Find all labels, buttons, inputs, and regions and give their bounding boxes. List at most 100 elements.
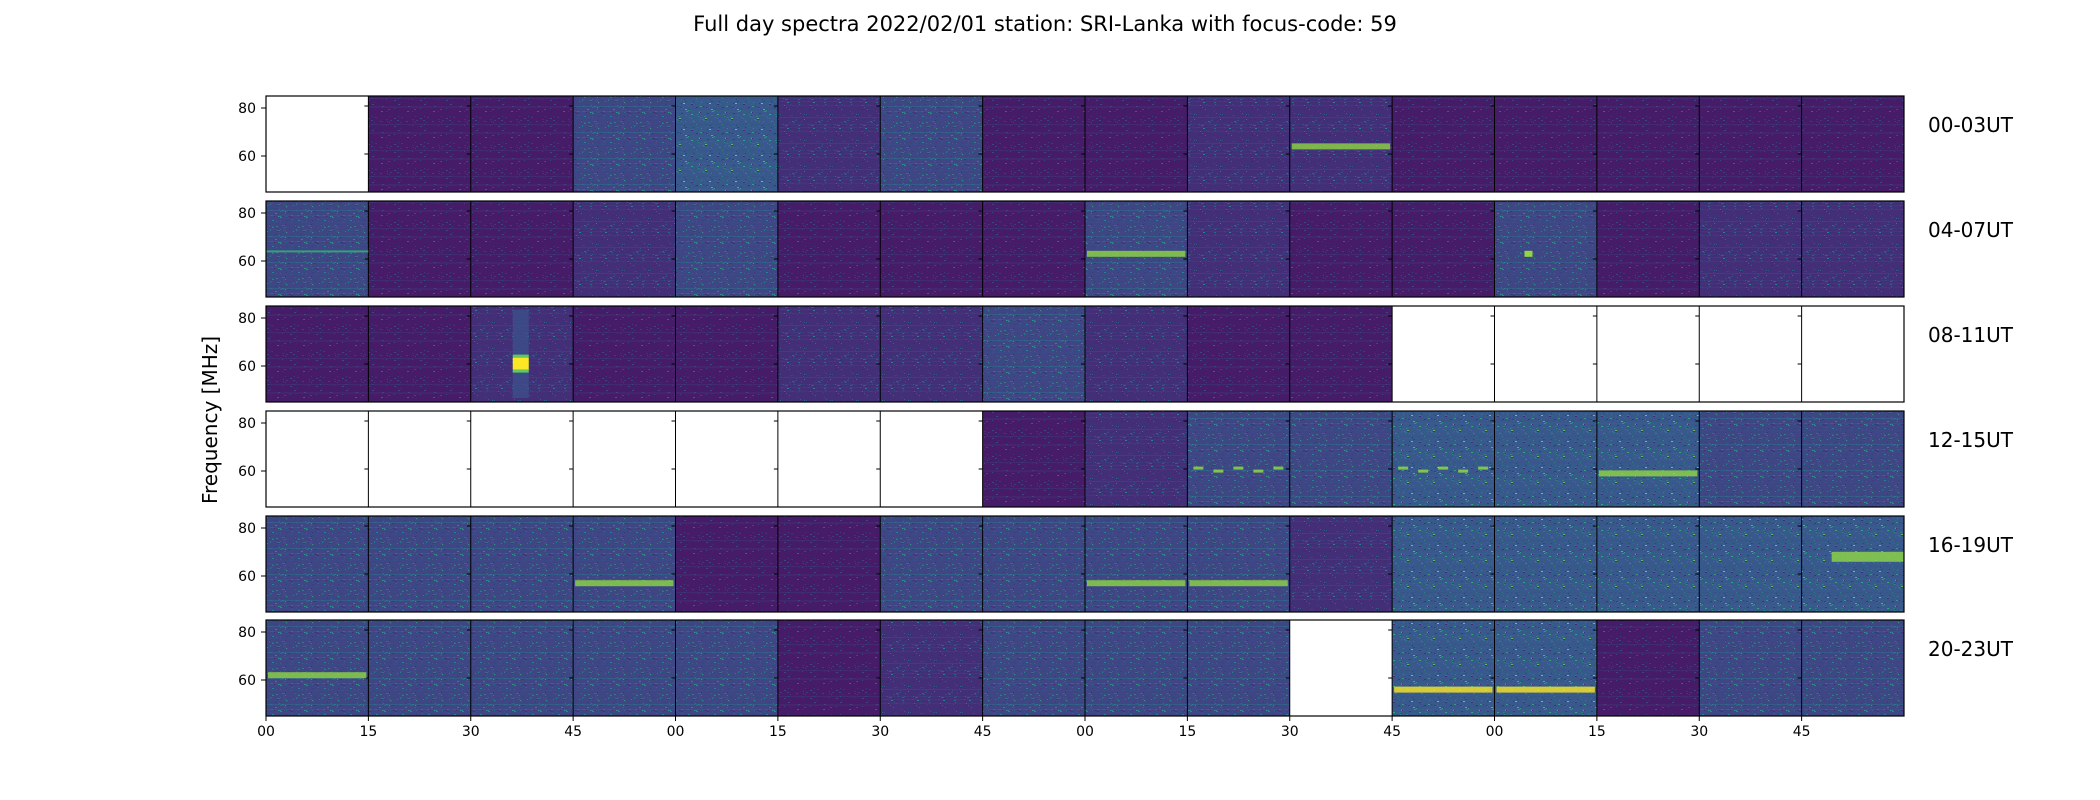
spectral-feature bbox=[1496, 686, 1595, 693]
y-tick-label: 80 bbox=[238, 521, 256, 537]
spectrum-panel bbox=[671, 96, 778, 192]
row-label: 04-07UT bbox=[1928, 218, 2014, 242]
spectrum-panel bbox=[569, 620, 676, 716]
spectrum-panel bbox=[1388, 411, 1495, 507]
spectral-feature bbox=[1087, 250, 1186, 257]
spectrum-panel bbox=[1388, 306, 1495, 402]
spectrum-panel bbox=[1183, 96, 1290, 192]
spectrum-panel bbox=[978, 411, 1085, 507]
spectrum-panel bbox=[1183, 620, 1290, 716]
spectral-feature bbox=[1291, 143, 1391, 150]
spectrum-panel bbox=[1490, 306, 1597, 402]
spectrum-panel bbox=[671, 306, 778, 402]
spectra-row: 60 80 20-23UT bbox=[238, 619, 2014, 717]
spectrum-panel bbox=[1183, 516, 1290, 612]
spectrum-panel bbox=[876, 306, 983, 402]
spectrum-panel bbox=[773, 306, 881, 402]
spectrum-panel bbox=[1388, 516, 1495, 612]
spectrum-panel bbox=[1695, 411, 1802, 507]
spectra-row: 60 80 08-11UT bbox=[238, 305, 2014, 403]
x-tick-label: 45 bbox=[1383, 724, 1401, 740]
spectrum-panel bbox=[1592, 411, 1700, 507]
spectral-feature bbox=[575, 580, 674, 587]
spectrum-panel bbox=[1695, 620, 1802, 716]
spectrum-panel bbox=[466, 201, 574, 297]
spectrum-panel bbox=[1388, 201, 1495, 297]
spectrum-panel bbox=[773, 516, 881, 612]
x-tick-label: 45 bbox=[1793, 724, 1811, 740]
spectrum-panel bbox=[876, 201, 983, 297]
spectrum-panel bbox=[265, 306, 369, 402]
spectral-feature bbox=[1394, 686, 1493, 693]
x-tick-label: 45 bbox=[564, 724, 582, 740]
spectrum-panel bbox=[1592, 306, 1700, 402]
x-tick-label: 15 bbox=[1588, 724, 1606, 740]
spectrum-panel bbox=[1388, 96, 1495, 192]
spectrum-panel bbox=[1592, 201, 1700, 297]
spectrum-panel bbox=[671, 620, 778, 716]
row-label: 00-03UT bbox=[1928, 113, 2014, 137]
spectrum-panel bbox=[1490, 201, 1597, 297]
spectrum-panel bbox=[978, 306, 1085, 402]
spectrum-panel bbox=[265, 411, 369, 507]
spectrum-panel bbox=[364, 516, 471, 612]
spectrum-panel bbox=[978, 516, 1085, 612]
spectrum-panel bbox=[876, 411, 983, 507]
spectrum-panel bbox=[876, 620, 983, 716]
y-tick-label: 60 bbox=[238, 673, 256, 689]
spectrum-panel bbox=[1081, 620, 1188, 716]
spectrum-panel bbox=[1797, 96, 1904, 192]
spectrum-panel bbox=[1797, 620, 1904, 716]
spectrum-panel bbox=[1183, 411, 1290, 507]
spectrum-panel bbox=[265, 516, 369, 612]
y-tick-label: 60 bbox=[238, 569, 256, 585]
spectrum-panel bbox=[876, 96, 983, 192]
spectrum-panel bbox=[265, 96, 369, 192]
y-tick-label: 60 bbox=[238, 149, 256, 165]
spectrum-panel bbox=[1183, 306, 1290, 402]
spectrum-panel bbox=[671, 411, 778, 507]
spectrum-panel bbox=[1695, 201, 1802, 297]
spectrum-panel bbox=[1081, 411, 1188, 507]
row-label: 16-19UT bbox=[1928, 533, 2014, 557]
spectra-row: 60 80 00-03UT bbox=[238, 95, 2014, 193]
spectrum-panel bbox=[1797, 306, 1904, 402]
x-tick-label: 30 bbox=[1690, 724, 1708, 740]
row-label: 08-11UT bbox=[1928, 323, 2014, 347]
spectral-feature bbox=[512, 310, 529, 398]
spectrum-panel bbox=[1797, 516, 1904, 612]
spectrum-panel bbox=[1695, 306, 1802, 402]
spectral-feature bbox=[1193, 466, 1284, 473]
spectrum-panel bbox=[671, 201, 778, 297]
spectrum-panel bbox=[1183, 201, 1290, 297]
spectrum-panel bbox=[1695, 516, 1802, 612]
y-tick-label: 80 bbox=[238, 625, 256, 641]
x-tick-label: 30 bbox=[462, 724, 480, 740]
x-tick-label: 30 bbox=[1281, 724, 1299, 740]
spectrum-panel bbox=[265, 201, 369, 297]
spectrum-panel bbox=[1695, 96, 1802, 192]
spectra-row: 60 80 16-19UT bbox=[238, 515, 2014, 613]
x-tick-label: 00 bbox=[1486, 724, 1504, 740]
spectrum-panel bbox=[364, 411, 471, 507]
spectral-feature bbox=[1524, 250, 1533, 257]
spectrum-panel bbox=[1592, 620, 1700, 716]
spectrum-panel bbox=[364, 201, 471, 297]
spectrum-panel bbox=[569, 201, 676, 297]
spectrum-panel bbox=[1388, 620, 1495, 716]
spectrum-panel bbox=[1490, 96, 1597, 192]
x-tick-label: 45 bbox=[974, 724, 992, 740]
spectrum-panel bbox=[265, 620, 369, 716]
spectrum-panel bbox=[1592, 96, 1700, 192]
y-tick-label: 80 bbox=[238, 101, 256, 117]
spectrum-panel bbox=[1285, 411, 1393, 507]
spectrum-panel bbox=[1797, 201, 1904, 297]
y-tick-label: 60 bbox=[238, 254, 256, 270]
spectrum-panel bbox=[1490, 620, 1597, 716]
spectrum-panel bbox=[1285, 620, 1393, 716]
spectrum-panel bbox=[466, 96, 574, 192]
spectra-row: 60 80 12-15UT bbox=[238, 410, 2014, 508]
spectrum-panel bbox=[364, 96, 471, 192]
spectral-feature bbox=[1087, 580, 1186, 587]
